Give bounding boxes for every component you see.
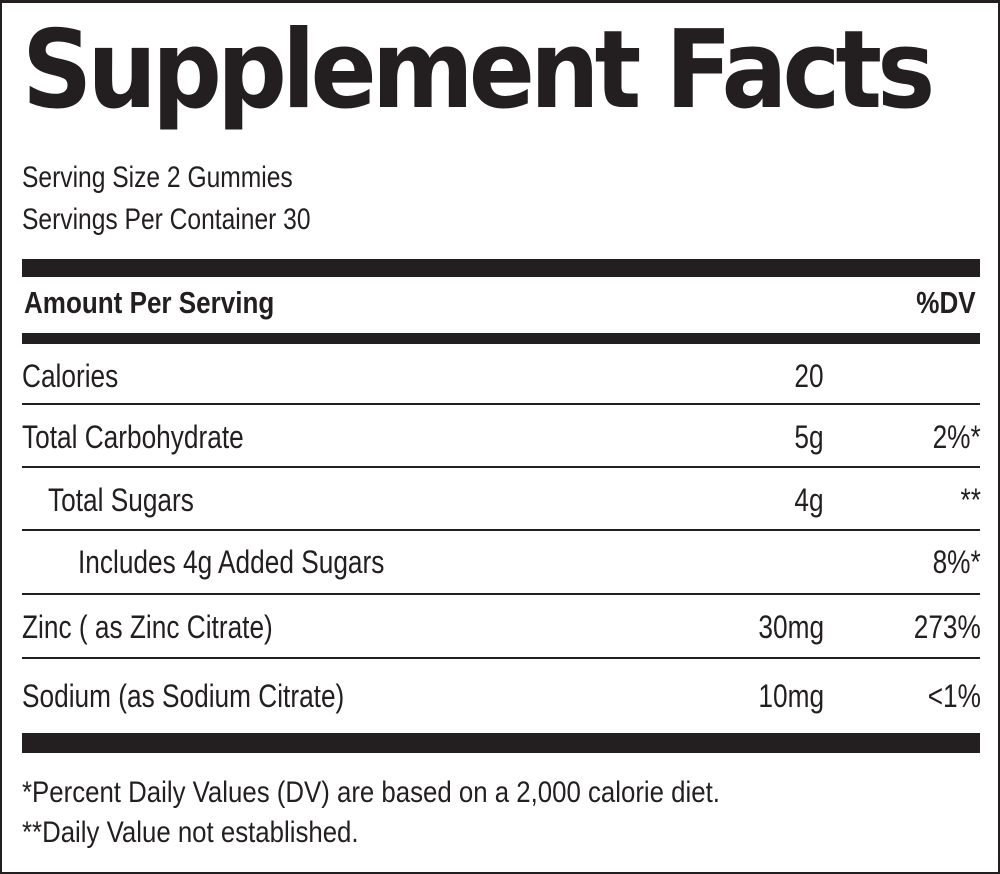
nutrient-row-total-sugars: Total Sugars 4g ** xyxy=(2,484,1000,528)
nutrient-dv: 8%* xyxy=(932,544,981,580)
row-divider xyxy=(22,466,980,468)
nutrient-name: Sodium (as Sodium Citrate) xyxy=(22,678,345,714)
row-divider xyxy=(22,657,980,659)
row-divider xyxy=(22,593,980,595)
serving-size: Serving Size 2 Gummies xyxy=(22,161,293,194)
nutrient-amount: 20 xyxy=(794,358,824,394)
nutrient-amount: 30mg xyxy=(758,609,824,645)
nutrient-dv: ** xyxy=(960,482,981,518)
amount-per-serving-header: Amount Per Serving xyxy=(24,285,275,320)
nutrient-row-sodium: Sodium (as Sodium Citrate) 10mg <1% xyxy=(2,680,1000,724)
footnote-dv-not-established: **Daily Value not established. xyxy=(22,816,359,849)
nutrient-name: Total Carbohydrate xyxy=(22,419,244,455)
nutrient-amount: 4g xyxy=(794,482,824,518)
row-divider xyxy=(22,403,980,405)
medium-divider xyxy=(22,333,980,344)
nutrient-dv: 2%* xyxy=(932,419,981,455)
nutrient-name: Zinc ( as Zinc Citrate) xyxy=(22,609,273,645)
daily-value-header: %DV xyxy=(916,285,976,320)
servings-per-container: Servings Per Container 30 xyxy=(22,203,311,236)
nutrient-dv: 273% xyxy=(913,609,981,645)
nutrient-row-zinc: Zinc ( as Zinc Citrate) 30mg 273% xyxy=(2,611,1000,655)
nutrient-row-total-carbohydrate: Total Carbohydrate 5g 2%* xyxy=(2,421,1000,465)
nutrient-name: Total Sugars xyxy=(48,482,194,518)
footnote-percent-dv: *Percent Daily Values (DV) are based on … xyxy=(22,776,720,809)
nutrient-amount: 5g xyxy=(794,419,824,455)
panel-title: Supplement Facts xyxy=(22,8,935,133)
nutrient-row-calories: Calories 20 xyxy=(2,360,1000,404)
nutrient-row-added-sugars: Includes 4g Added Sugars 8%* xyxy=(2,546,1000,590)
nutrient-amount: 10mg xyxy=(758,678,824,714)
nutrient-name: Calories xyxy=(22,358,119,394)
row-divider xyxy=(22,529,980,531)
nutrient-name: Includes 4g Added Sugars xyxy=(78,544,385,580)
thick-divider-top xyxy=(22,259,980,277)
nutrient-dv: <1% xyxy=(927,678,981,714)
thick-divider-bottom xyxy=(22,733,980,753)
